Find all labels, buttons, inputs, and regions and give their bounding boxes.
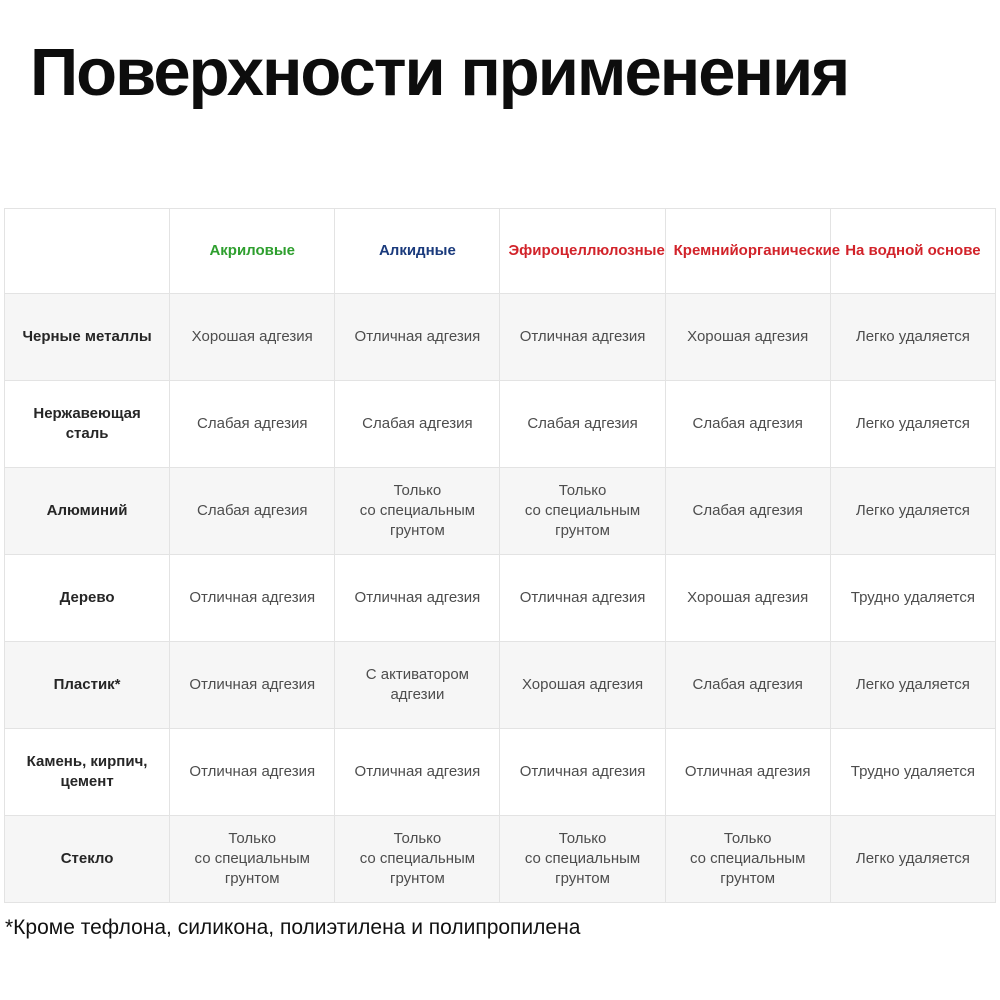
table-row-plastic: Пластик* Отличная адгезия С активатором … <box>3 641 997 729</box>
column-header-silicone: Кремнийорганические <box>664 208 840 294</box>
table-cell: Слабая адгезия <box>499 380 666 468</box>
table-cell: Слабая адгезия <box>169 380 336 468</box>
table-cell: Хорошая адгезия <box>664 293 831 381</box>
table-cell: Слабая адгезия <box>664 380 831 468</box>
table-cell: Легко удаляется <box>829 641 997 729</box>
surface-label: Черные металлы <box>3 293 171 381</box>
table-cell: Отличная адгезия <box>169 728 336 816</box>
table-cell: Хорошая адгезия <box>169 293 336 381</box>
table-cell: Отличная адгезия <box>499 728 666 816</box>
surface-label: Дерево <box>3 554 171 642</box>
table-cell: Легко удаляется <box>829 815 997 903</box>
table-row-ferrous-metals: Черные металлы Хорошая адгезия Отличная … <box>3 293 997 381</box>
column-header-acrylic: Акриловые <box>169 208 336 294</box>
table-cell: Слабая адгезия <box>664 641 831 729</box>
surface-label: Алюминий <box>3 467 171 555</box>
page-title: Поверхности применения <box>30 35 850 110</box>
table-cell: Отличная адгезия <box>334 293 501 381</box>
surface-label: Камень, кирпич, цемент <box>3 728 171 816</box>
table-cell: Слабая адгезия <box>664 467 831 555</box>
table-row-stainless-steel: Нержавеющая сталь Слабая адгезия Слабая … <box>3 380 997 468</box>
table-cell: Легко удаляется <box>829 380 997 468</box>
application-surfaces-table: Акриловые Алкидные Эфироцеллюлозные Крем… <box>3 208 997 903</box>
table-cell: Отличная адгезия <box>664 728 831 816</box>
table-cell: Только со специальным грунтом <box>334 467 501 555</box>
table-row-wood: Дерево Отличная адгезия Отличная адгезия… <box>3 554 997 642</box>
surface-label: Стекло <box>3 815 171 903</box>
table-cell: Отличная адгезия <box>334 554 501 642</box>
table-cell: Легко удаляется <box>829 467 997 555</box>
table-cell: Легко удаляется <box>829 293 997 381</box>
table-cell: Хорошая адгезия <box>664 554 831 642</box>
table-cell: Слабая адгезия <box>169 467 336 555</box>
table-row-glass: Стекло Только со специальным грунтом Тол… <box>3 815 997 903</box>
table-cell: Только со специальным грунтом <box>664 815 831 903</box>
table-cell: Отличная адгезия <box>169 641 336 729</box>
table-row-stone-brick-cement: Камень, кирпич, цемент Отличная адгезия … <box>3 728 997 816</box>
table-cell: Отличная адгезия <box>334 728 501 816</box>
surface-label: Нержавеющая сталь <box>3 380 171 468</box>
column-header-alkyd: Алкидные <box>334 208 501 294</box>
table-cell: Отличная адгезия <box>499 554 666 642</box>
table-cell: Хорошая адгезия <box>499 641 666 729</box>
table-cell: Отличная адгезия <box>499 293 666 381</box>
column-header-nitrocellulose: Эфироцеллюлозные <box>499 208 666 294</box>
column-header-waterbased: На водной основе <box>829 208 997 294</box>
table-cell: Только со специальным грунтом <box>499 815 666 903</box>
table-cell: Отличная адгезия <box>169 554 336 642</box>
header-row: Акриловые Алкидные Эфироцеллюлозные Крем… <box>3 208 997 294</box>
table-cell: Только со специальным грунтом <box>499 467 666 555</box>
table-cell: Только со специальным грунтом <box>334 815 501 903</box>
surface-label: Пластик* <box>3 641 171 729</box>
table-cell: Трудно удаляется <box>829 728 997 816</box>
table-cell: Только со специальным грунтом <box>169 815 336 903</box>
table-cell: С активатором адгезии <box>334 641 501 729</box>
corner-cell <box>3 208 171 294</box>
table-cell: Трудно удаляется <box>829 554 997 642</box>
footnote: *Кроме тефлона, силикона, полиэтилена и … <box>5 916 581 939</box>
table-row-aluminum: Алюминий Слабая адгезия Только со специа… <box>3 467 997 555</box>
table-cell: Слабая адгезия <box>334 380 501 468</box>
